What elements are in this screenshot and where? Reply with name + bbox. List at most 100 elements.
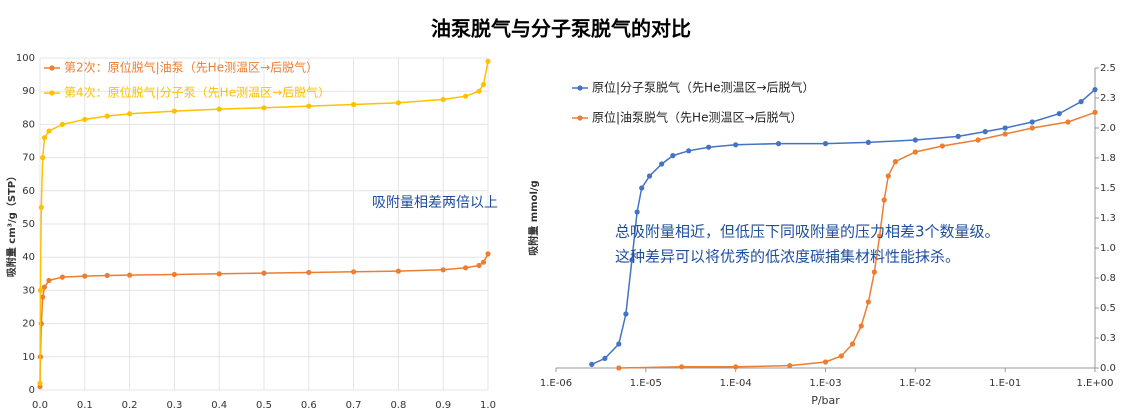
data-point bbox=[480, 259, 487, 265]
data-point bbox=[686, 148, 692, 154]
x-tick-label: 1.E-03 bbox=[809, 378, 841, 389]
data-point bbox=[871, 269, 877, 275]
data-point bbox=[476, 262, 482, 269]
data-point bbox=[82, 273, 88, 279]
y-tick-label: 0.8 bbox=[1100, 273, 1116, 284]
data-point bbox=[646, 173, 653, 179]
legend-label: 原位|油泵脱气（先He测温区→后脱气） bbox=[592, 110, 803, 125]
data-point bbox=[881, 197, 887, 203]
data-point bbox=[706, 144, 712, 150]
y-axis-label: 吸附量 mmol/g bbox=[527, 180, 540, 255]
data-point bbox=[216, 271, 222, 277]
data-point bbox=[171, 271, 177, 278]
y-tick-label: 20 bbox=[22, 319, 35, 330]
x-axis-label: P/bar bbox=[811, 394, 840, 407]
data-point bbox=[822, 141, 829, 147]
y-tick-label: 40 bbox=[22, 252, 35, 263]
x-tick-label: 0.0 bbox=[32, 400, 48, 410]
data-point bbox=[485, 58, 491, 64]
data-point bbox=[589, 361, 595, 367]
data-point bbox=[733, 142, 739, 148]
data-point bbox=[104, 113, 110, 119]
data-point bbox=[40, 294, 46, 300]
annotation: 吸附量相差两倍以上 bbox=[372, 195, 498, 211]
y-tick-label: 1.5 bbox=[1100, 183, 1116, 194]
data-point bbox=[37, 287, 44, 293]
x-tick-label: 0.9 bbox=[435, 400, 451, 410]
x-tick-label: 1.E-02 bbox=[899, 378, 931, 389]
data-point bbox=[40, 155, 46, 161]
legend-label: 原位|分子泵脱气（先He测温区→后脱气） bbox=[592, 80, 815, 95]
data-point bbox=[216, 106, 222, 112]
data-point bbox=[616, 365, 622, 371]
y-tick-label: 30 bbox=[22, 285, 35, 296]
y-tick-label: 1.0 bbox=[1100, 243, 1116, 254]
page-title: 油泵脱气与分子泵脱气的对比 bbox=[431, 17, 691, 41]
x-tick-label: 0.3 bbox=[166, 400, 182, 410]
data-point bbox=[775, 141, 782, 147]
x-tick-label: 0.2 bbox=[122, 400, 138, 410]
legend-marker bbox=[49, 65, 55, 71]
legend-marker bbox=[577, 115, 583, 121]
data-point bbox=[1002, 125, 1008, 131]
data-point bbox=[623, 311, 629, 317]
data-point bbox=[306, 103, 312, 109]
data-point bbox=[485, 251, 491, 257]
y-tick-label: 90 bbox=[22, 86, 35, 97]
y-tick-label: 60 bbox=[22, 186, 35, 197]
data-point bbox=[1029, 119, 1035, 125]
data-point bbox=[865, 139, 871, 145]
data-point bbox=[395, 100, 401, 106]
y-tick-label: 0.5 bbox=[1100, 303, 1116, 314]
data-point bbox=[440, 96, 446, 103]
x-tick-label: 1.E-01 bbox=[989, 378, 1021, 389]
data-point bbox=[629, 257, 635, 263]
data-point bbox=[982, 129, 988, 135]
x-tick-label: 1.E-04 bbox=[720, 378, 752, 389]
data-point bbox=[912, 149, 918, 155]
data-point bbox=[127, 272, 133, 278]
data-point bbox=[1092, 87, 1098, 93]
data-point bbox=[1065, 119, 1071, 125]
data-point bbox=[395, 268, 401, 274]
legend-label: 第2次：原位脱气|油泵（先He测温区→后脱气） bbox=[64, 60, 318, 75]
data-point bbox=[639, 185, 645, 191]
data-point bbox=[38, 204, 44, 210]
data-point bbox=[1056, 111, 1062, 117]
x-tick-label: 1.E-05 bbox=[630, 378, 662, 389]
data-point bbox=[1002, 131, 1008, 137]
data-point bbox=[351, 101, 357, 108]
data-point bbox=[733, 364, 739, 370]
annotation: 总吸附量相近，但低压下同吸附量的压力相差3个数量级。 bbox=[615, 223, 1000, 241]
y-tick-label: 2.3 bbox=[1100, 93, 1116, 104]
y-tick-label: 0.3 bbox=[1100, 333, 1116, 344]
data-point bbox=[41, 135, 48, 141]
data-point bbox=[37, 380, 43, 386]
legend-marker bbox=[49, 90, 55, 96]
data-point bbox=[787, 363, 793, 369]
data-point bbox=[849, 341, 856, 347]
data-point bbox=[46, 277, 52, 284]
y-tick-label: 100 bbox=[16, 53, 35, 64]
data-point bbox=[59, 274, 65, 280]
data-point bbox=[351, 269, 357, 275]
x-tick-label: 0.7 bbox=[346, 400, 362, 410]
series-line bbox=[591, 89, 1096, 366]
data-point bbox=[634, 209, 640, 215]
data-point bbox=[306, 269, 312, 276]
x-tick-label: 1.E-06 bbox=[540, 378, 572, 389]
data-point bbox=[1078, 99, 1084, 105]
x-tick-label: 1.E+00 bbox=[1077, 378, 1114, 389]
data-point bbox=[955, 133, 961, 139]
data-point bbox=[822, 359, 829, 365]
data-point bbox=[46, 128, 52, 134]
legend-label: 第4次：原位脱气|分子泵（先He测温区→后脱气） bbox=[64, 85, 330, 100]
data-point bbox=[1029, 125, 1035, 131]
x-tick-label: 0.6 bbox=[301, 400, 317, 410]
y-tick-label: 10 bbox=[22, 352, 35, 363]
data-point bbox=[912, 137, 918, 143]
legend-marker bbox=[577, 85, 583, 91]
x-tick-label: 0.5 bbox=[256, 400, 272, 410]
